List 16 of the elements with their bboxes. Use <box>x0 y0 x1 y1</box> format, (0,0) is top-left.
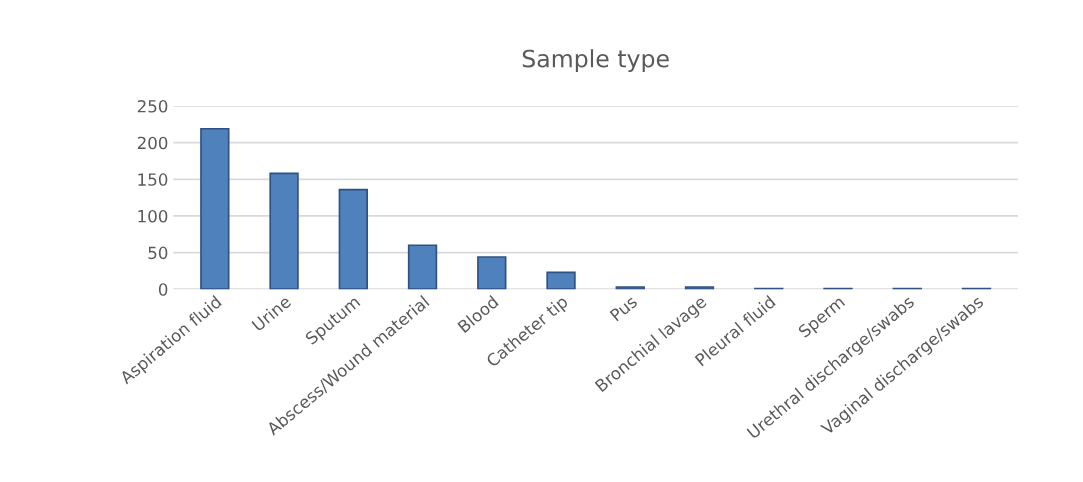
bar <box>615 286 645 290</box>
bar <box>684 286 715 290</box>
y-tick-label: 0 <box>158 283 168 296</box>
bar <box>200 127 230 290</box>
chart-title: Sample type <box>522 49 669 73</box>
bar <box>477 256 507 290</box>
y-tick-label: 50 <box>148 246 168 260</box>
bar <box>407 244 438 290</box>
bar <box>269 172 299 290</box>
bar <box>546 271 576 290</box>
bar <box>338 188 368 290</box>
y-tick-label: 250 <box>137 100 168 113</box>
x-tick-label: Pus <box>609 294 638 322</box>
y-tick-label: 150 <box>138 173 168 186</box>
y-tick-label: 200 <box>137 136 168 150</box>
y-tick-label: 100 <box>138 209 168 223</box>
